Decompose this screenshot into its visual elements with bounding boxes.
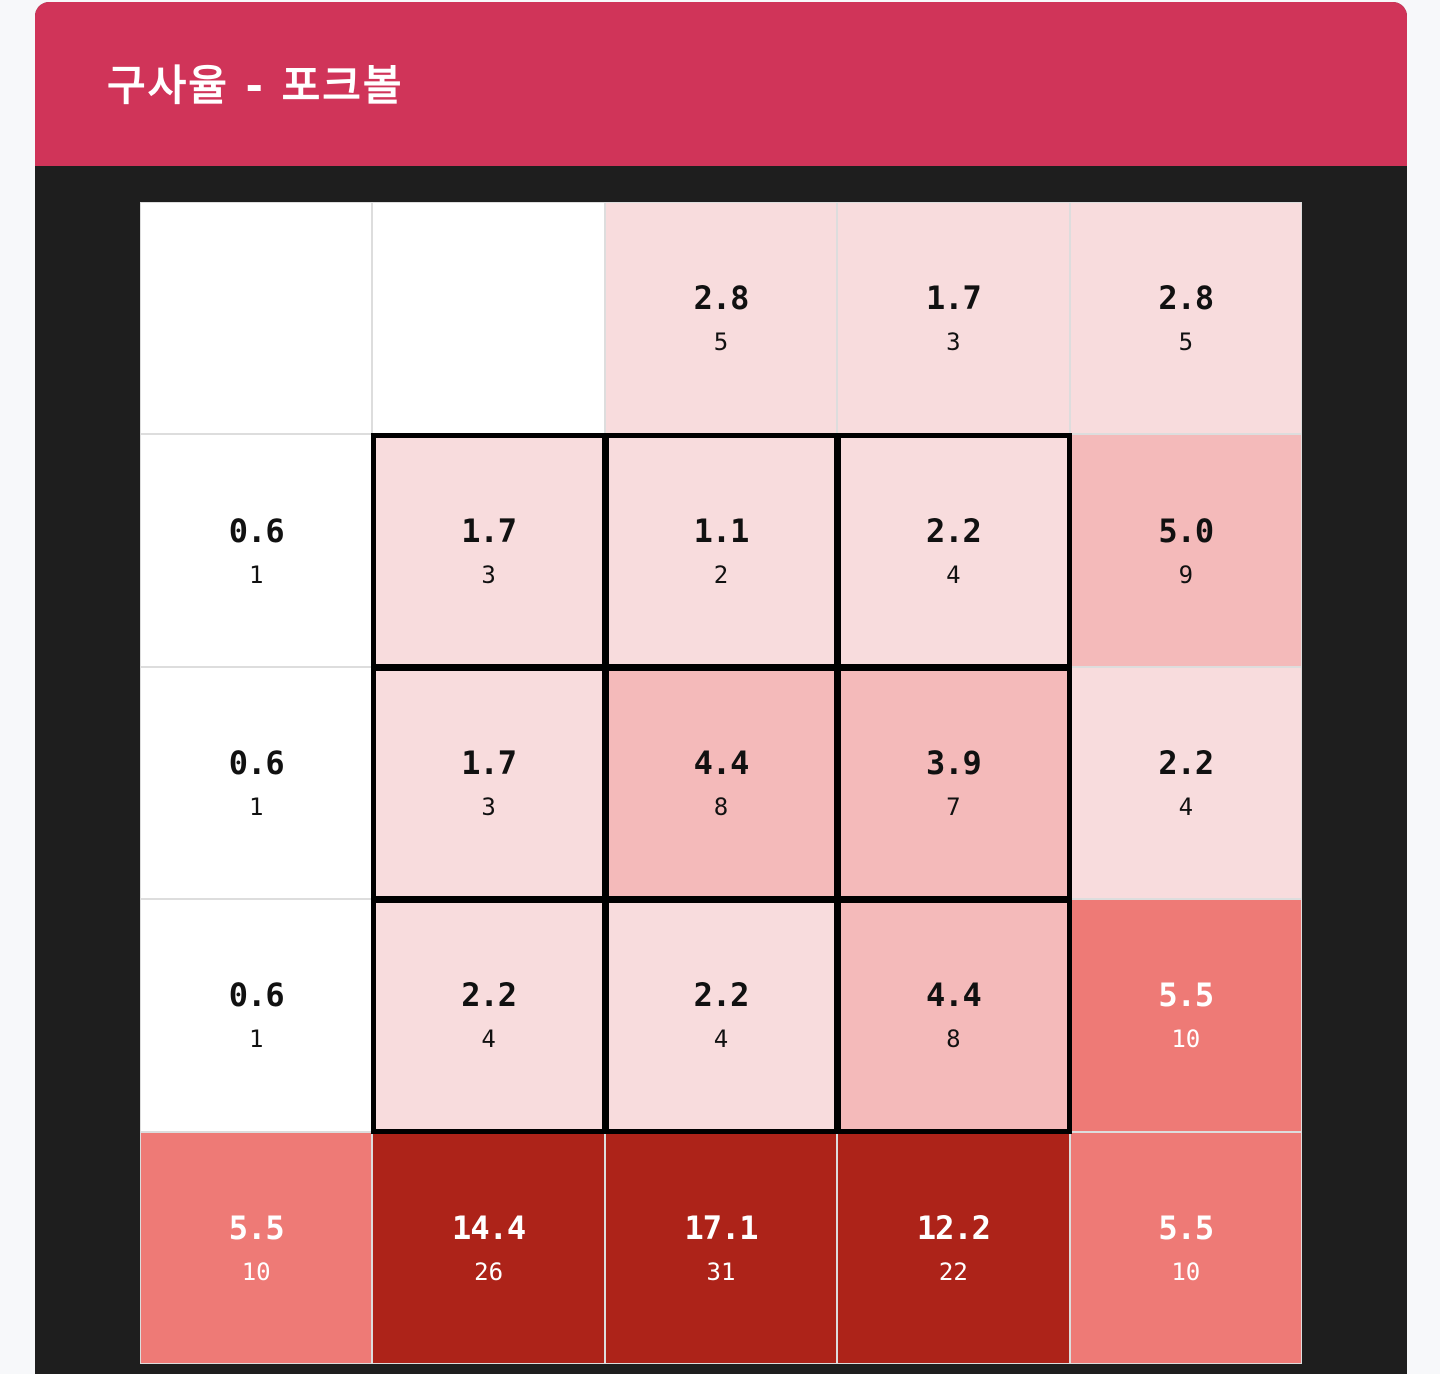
cell-percentage: 17.1 — [684, 1208, 758, 1247]
heatmap-cell-r0-c0 — [141, 203, 372, 434]
cell-count: 7 — [946, 792, 961, 821]
heatmap-cell-r2-c3: 3.9 7 — [838, 667, 1069, 899]
cell-percentage: 14.4 — [452, 1208, 526, 1247]
heatmap-cell-r2-c4: 2.2 4 — [1070, 667, 1301, 899]
cell-percentage: 5.0 — [1158, 511, 1214, 550]
cell-count: 5 — [713, 328, 729, 357]
cell-percentage: 5.5 — [1158, 976, 1214, 1015]
cell-count: 10 — [1171, 1025, 1201, 1054]
heatmap-cell-r4-c2: 17.1 31 — [605, 1132, 837, 1363]
pitch-usage-card: 구사율 - 포크볼 2.8 5 1.7 3 2.8 5 0.6 1 1.7 3 1.1 2 2.2 4 5.… — [35, 2, 1407, 1374]
cell-percentage: 1.7 — [461, 743, 517, 782]
cell-count: 9 — [1178, 560, 1194, 589]
cell-count: 8 — [713, 792, 729, 821]
cell-count: 3 — [946, 328, 961, 357]
cell-count: 8 — [946, 1025, 961, 1054]
cell-percentage: 1.7 — [461, 511, 517, 550]
cell-count: 3 — [481, 560, 496, 589]
heatmap-cell-r3-c1: 2.2 4 — [373, 900, 604, 1131]
heatmap-cell-r1-c3: 2.2 4 — [838, 435, 1069, 666]
cell-percentage: 0.6 — [228, 743, 285, 782]
heatmap-cell-r3-c0: 0.6 1 — [141, 900, 372, 1131]
cell-count: 4 — [713, 1025, 729, 1054]
cell-percentage: 12.2 — [916, 1208, 991, 1247]
cell-percentage: 1.1 — [693, 511, 750, 550]
chart-title: 구사율 - 포크볼 — [107, 61, 404, 110]
cell-count: 3 — [481, 792, 496, 821]
heatmap-grid: 2.8 5 1.7 3 2.8 5 0.6 1 1.7 3 1.1 2 2.2 4 5.0 9 0.6 1 1.7 3… — [140, 202, 1302, 1364]
cell-count: 10 — [241, 1257, 271, 1286]
cell-percentage: 2.8 — [1158, 279, 1214, 318]
cell-percentage: 4.4 — [693, 743, 750, 782]
cell-percentage: 1.7 — [925, 279, 982, 318]
cell-percentage: 5.5 — [228, 1208, 285, 1247]
heatmap-cell-r3-c3: 4.4 8 — [838, 900, 1069, 1131]
heatmap-cell-r2-c0: 0.6 1 — [141, 667, 372, 899]
heatmap-cell-r1-c2: 1.1 2 — [605, 435, 837, 666]
cell-percentage: 2.2 — [693, 976, 750, 1015]
cell-percentage: 5.5 — [1158, 1208, 1214, 1247]
cell-count: 4 — [481, 1025, 496, 1054]
cell-percentage: 0.6 — [228, 511, 285, 550]
cell-count: 2 — [713, 560, 729, 589]
heatmap-cell-r0-c2: 2.8 5 — [605, 203, 837, 434]
heatmap-cell-r0-c3: 1.7 3 — [838, 203, 1069, 434]
cell-percentage: 2.2 — [925, 511, 982, 550]
heatmap-cell-r2-c2: 4.4 8 — [605, 667, 837, 899]
heatmap-cell-r1-c1: 1.7 3 — [373, 435, 604, 666]
cell-percentage: 0.6 — [228, 976, 285, 1015]
cell-percentage: 3.9 — [925, 743, 982, 782]
cell-count: 10 — [1171, 1257, 1201, 1286]
cell-count: 1 — [248, 560, 264, 589]
heatmap-cell-r0-c4: 2.8 5 — [1070, 203, 1301, 434]
cell-count: 1 — [248, 792, 264, 821]
card-header: 구사율 - 포크볼 — [35, 2, 1407, 166]
cell-count: 1 — [248, 1025, 264, 1054]
cell-count: 5 — [1178, 328, 1194, 357]
cell-percentage: 2.8 — [693, 279, 750, 318]
heatmap-cell-r4-c3: 12.2 22 — [838, 1132, 1069, 1363]
cell-count: 26 — [474, 1257, 504, 1286]
heatmap-cell-r2-c1: 1.7 3 — [373, 667, 604, 899]
heatmap-cell-r4-c0: 5.5 10 — [141, 1132, 372, 1363]
cell-percentage: 2.2 — [1158, 743, 1214, 782]
heatmap-cell-r0-c1 — [373, 203, 604, 434]
cell-percentage: 4.4 — [925, 976, 982, 1015]
cell-count: 4 — [1178, 792, 1194, 821]
cell-count: 31 — [706, 1257, 736, 1286]
heatmap-cell-r1-c0: 0.6 1 — [141, 435, 372, 666]
heatmap-cell-r4-c4: 5.5 10 — [1070, 1132, 1301, 1363]
heatmap-cell-r3-c2: 2.2 4 — [605, 900, 837, 1131]
cell-percentage: 2.2 — [461, 976, 517, 1015]
cell-count: 4 — [946, 560, 961, 589]
heatmap-cell-r1-c4: 5.0 9 — [1070, 435, 1301, 666]
cell-count: 22 — [938, 1257, 968, 1286]
heatmap-cell-r3-c4: 5.5 10 — [1070, 900, 1301, 1131]
heatmap-cell-r4-c1: 14.4 26 — [373, 1132, 604, 1363]
